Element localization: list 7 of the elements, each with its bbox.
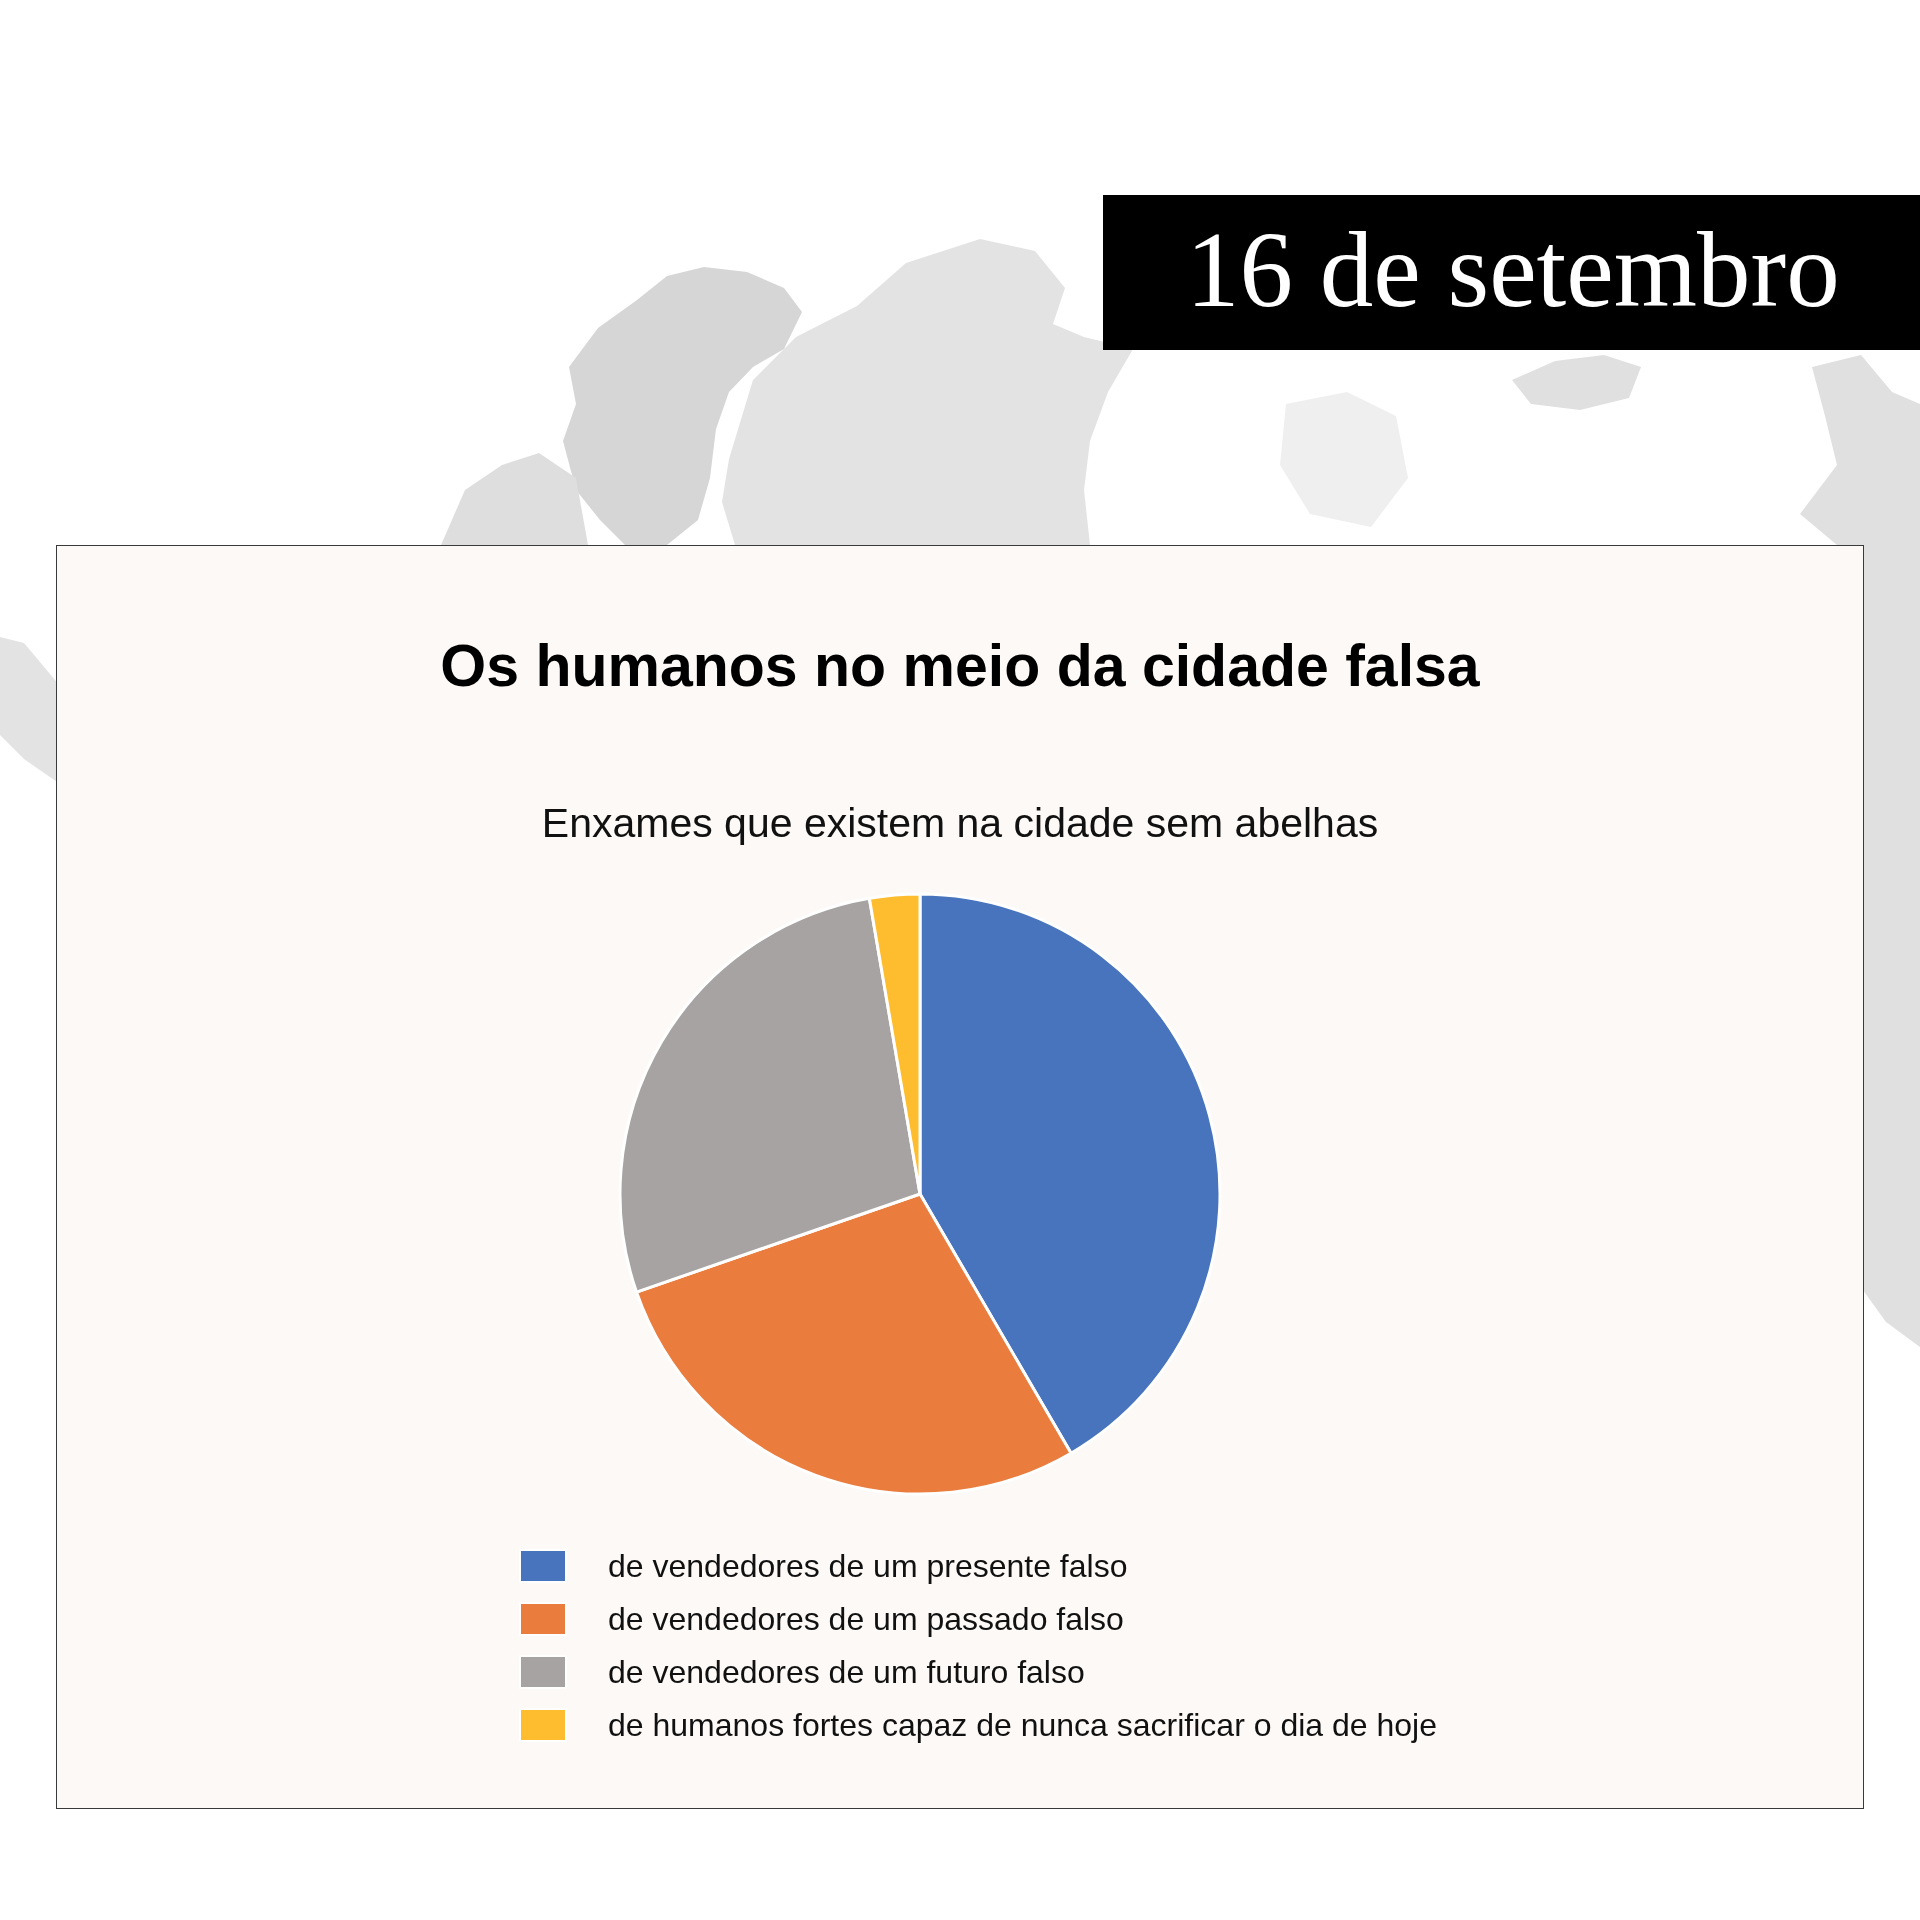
legend-label: de vendedores de um futuro falso (608, 1654, 1085, 1690)
chart-title: Os humanos no meio da cidade falsa (440, 633, 1481, 699)
legend-label: de vendedores de um presente falso (608, 1548, 1128, 1584)
chart-subtitle: Enxames que existem na cidade sem abelhas (541, 800, 1379, 846)
text: 16 de setembro (1186, 210, 1840, 331)
legend-label: de humanos fortes capaz de nunca sacrificar o dia de hoje (608, 1707, 1437, 1743)
legend-label: de vendedores de um passado falso (608, 1601, 1124, 1637)
